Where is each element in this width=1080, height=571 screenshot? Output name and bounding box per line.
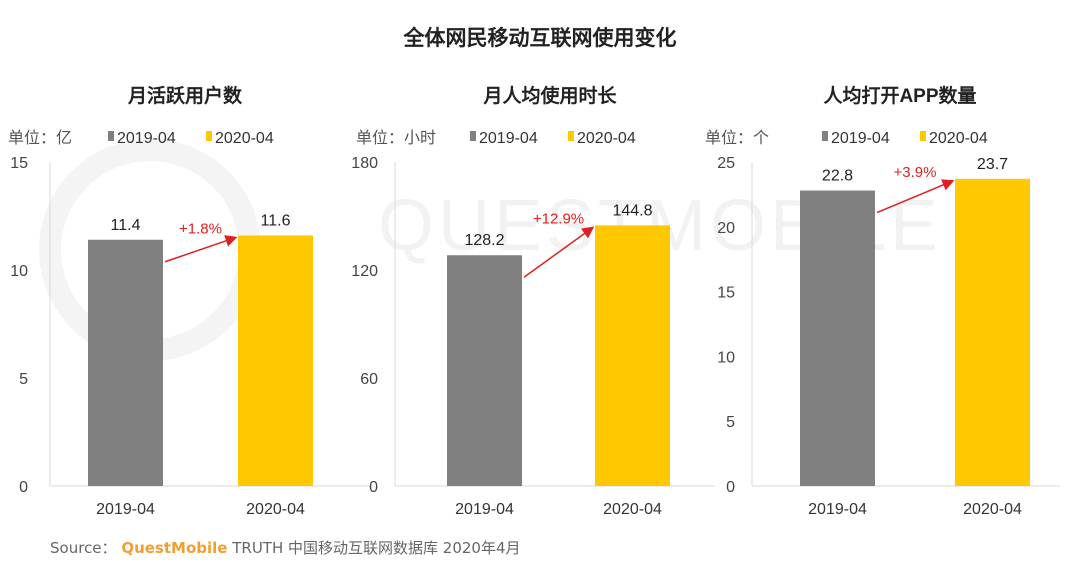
legend-label: 2020-04: [929, 130, 988, 147]
legend-label: 2019-04: [479, 130, 538, 147]
panel-title: 人均打开APP数量: [823, 84, 976, 107]
unit-label: 单位：小时: [356, 129, 436, 147]
legend-label: 2019-04: [117, 130, 176, 147]
data-label: 22.8: [822, 168, 853, 185]
unit-label: 单位：个: [705, 129, 769, 147]
data-label: 23.7: [977, 156, 1008, 173]
bar: [595, 225, 670, 487]
legend-swatch: [470, 131, 476, 141]
y-tick-label: 5: [726, 414, 735, 431]
growth-arrow: [164, 235, 238, 263]
legend-swatch: [568, 131, 574, 141]
growth-arrow: [876, 179, 955, 214]
x-tick-label: 2019-04: [455, 501, 514, 518]
main-title: 全体网民移动互联网使用变化: [403, 26, 677, 50]
legend-label: 2020-04: [215, 130, 274, 147]
y-tick-label: 10: [10, 263, 28, 280]
y-tick-label: 15: [10, 155, 28, 172]
source-note: Source： QuestMobile TRUTH 中国移动互联网数据库 202…: [50, 537, 521, 558]
bar: [88, 239, 163, 486]
y-tick-label: 20: [717, 220, 735, 237]
y-tick-label: 5: [19, 371, 28, 388]
y-tick-label: 120: [351, 263, 378, 280]
legend-swatch: [822, 131, 828, 141]
panel-title: 月活跃用户数: [127, 84, 243, 107]
y-tick-label: 0: [369, 479, 378, 496]
growth-label: +3.9%: [894, 164, 937, 181]
source-label: Source：: [50, 539, 117, 557]
y-tick-label: 0: [19, 479, 28, 496]
y-tick-label: 15: [717, 285, 735, 302]
x-tick-label: 2019-04: [808, 501, 867, 518]
y-tick-label: 60: [360, 371, 378, 388]
legend-swatch: [108, 131, 114, 141]
growth-arrow: [523, 226, 595, 278]
x-tick-label: 2020-04: [246, 501, 305, 518]
y-tick-label: 180: [351, 155, 378, 172]
panel-title: 月人均使用时长: [482, 84, 617, 107]
bar: [955, 178, 1030, 486]
source-text: TRUTH 中国移动互联网数据库 2020年4月: [232, 539, 521, 557]
source-brand: QuestMobile: [121, 539, 228, 557]
legend-label: 2019-04: [831, 130, 890, 147]
bar: [447, 255, 522, 486]
data-label: 11.6: [261, 212, 291, 229]
data-label: 128.2: [464, 232, 504, 249]
legend-label: 2020-04: [577, 130, 636, 147]
unit-label: 单位：亿: [8, 129, 72, 147]
growth-label: +12.9%: [533, 210, 584, 227]
x-tick-label: 2019-04: [96, 501, 155, 518]
x-tick-label: 2020-04: [963, 501, 1022, 518]
data-label: 144.8: [612, 202, 652, 219]
legend-swatch: [206, 131, 212, 141]
x-tick-label: 2020-04: [603, 501, 662, 518]
bar: [800, 190, 875, 486]
bar: [238, 235, 313, 486]
y-tick-label: 25: [717, 155, 735, 172]
y-tick-label: 10: [717, 349, 735, 366]
data-label: 11.4: [111, 217, 141, 234]
legend-swatch: [920, 131, 926, 141]
y-tick-label: 0: [726, 479, 735, 496]
growth-label: +1.8%: [179, 220, 222, 237]
